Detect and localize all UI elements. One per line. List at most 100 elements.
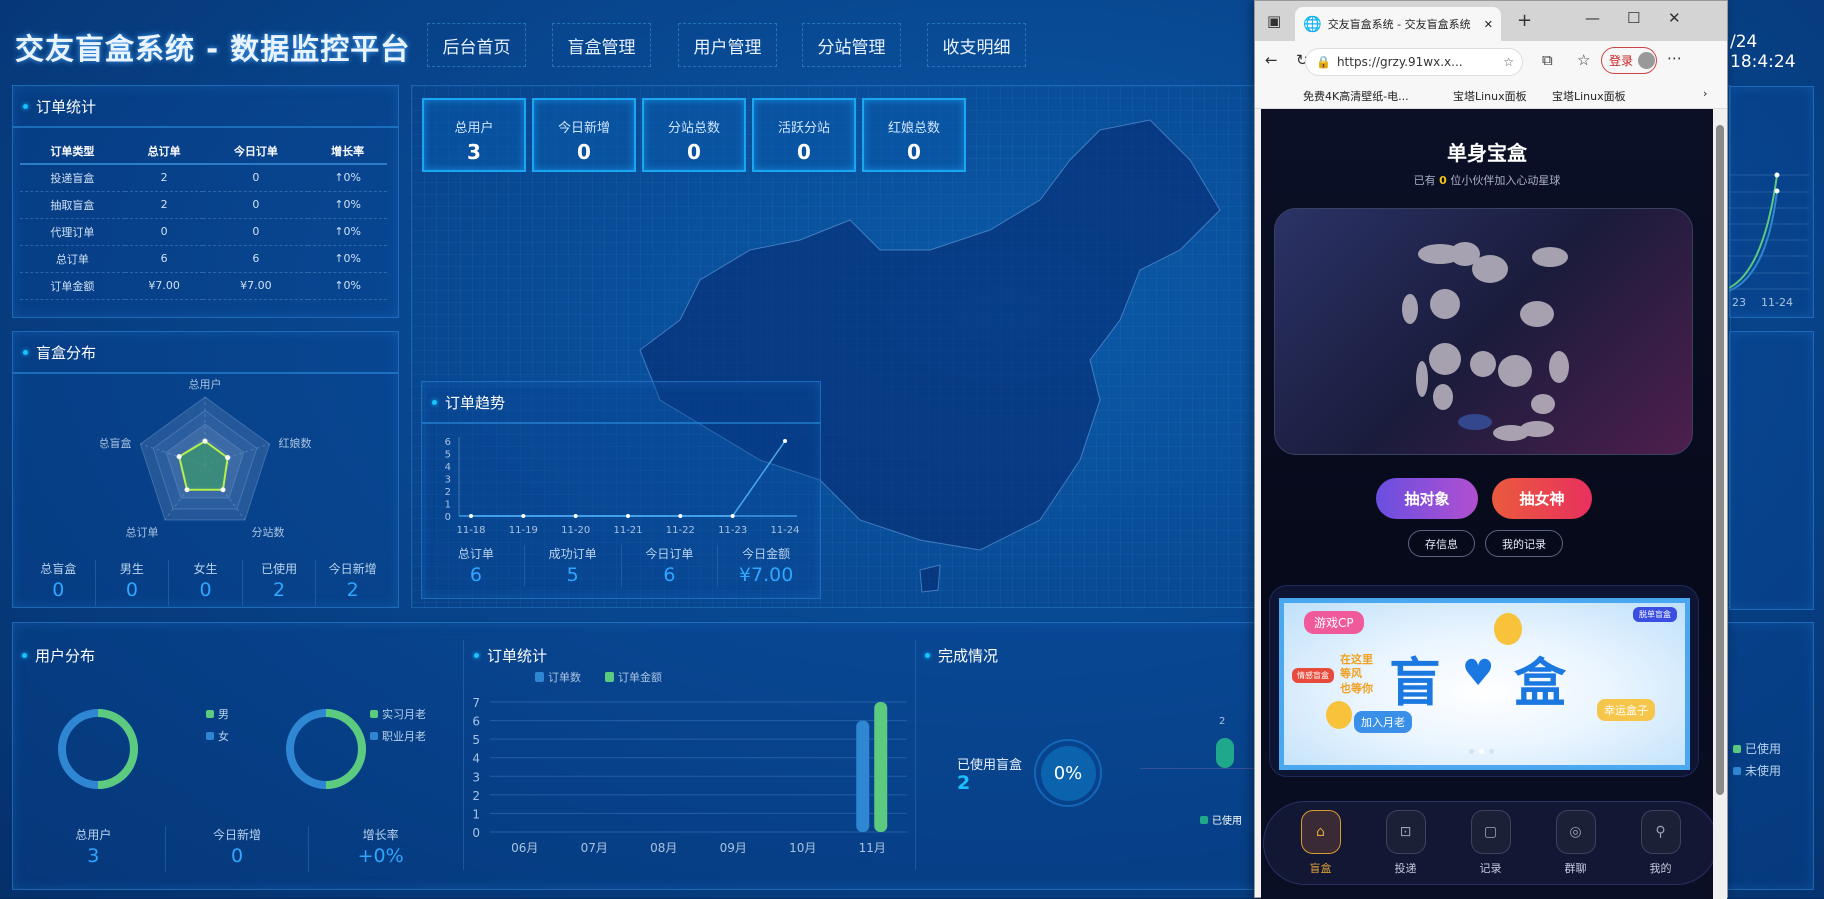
send-icon: ⊡: [1385, 810, 1426, 854]
card-label: 今日新增: [557, 121, 610, 136]
cell: 6: [203, 245, 309, 273]
card-label: 总用户: [454, 121, 494, 136]
draw-partner-button[interactable]: 抽对象: [1376, 478, 1478, 519]
nav-user-management[interactable]: 用户管理: [678, 23, 777, 67]
favorite-icon[interactable]: ☆: [1503, 55, 1514, 69]
stat-female: 女生 0: [193, 562, 218, 601]
home-icon: ⌂: [1300, 810, 1341, 854]
y-tick: 4: [472, 752, 480, 766]
favorites-icon[interactable]: ☆: [1577, 51, 1591, 69]
radar-label: 红娘数: [279, 436, 312, 450]
gender-donut: [58, 709, 138, 789]
bookmark-item[interactable]: 免费4K高清壁纸-电...: [1303, 90, 1409, 103]
order-stats-table: 订单类型 总订单 今日订单 增长率 投递盲盒 2 0 ↑0% 抽取盲盒 2 0 ↑0% 代理订单 0…: [20, 138, 387, 300]
y-tick: 3: [472, 770, 480, 784]
toolbar: ← ↻ 🔒 https://grzy.91wx.x... ☆ ⧉ ☆ 登录 ⋯: [1255, 41, 1727, 83]
radar-point: [202, 438, 208, 444]
login-button[interactable]: 登录: [1601, 47, 1657, 74]
globe-icon: 🌐: [1303, 15, 1322, 33]
banner-tag: 幸运盒子: [1597, 699, 1655, 721]
maximize-icon[interactable]: ☐: [1627, 9, 1641, 27]
y-tick: 6: [472, 715, 480, 729]
stat-new-users: 今日新增 0: [213, 828, 262, 867]
nav-finance[interactable]: 收支明细: [927, 23, 1026, 67]
tab-title: 交友盲盒系统 - 交友盲盒系统: [1327, 18, 1471, 31]
y-tick: 0: [472, 826, 480, 840]
cell: ↑0%: [308, 245, 387, 273]
avatar-sphere-card[interactable]: [1274, 208, 1693, 455]
more-icon[interactable]: ⋯: [1667, 49, 1682, 67]
bookmarks-bar: 免费4K高清壁纸-电... 宝塔Linux面板 宝塔Linux面板 ›: [1255, 83, 1727, 109]
data-point: [730, 514, 735, 518]
bar-label: 2: [1219, 716, 1226, 727]
divider: [463, 640, 464, 870]
x-tick: 11-24: [770, 525, 799, 536]
close-tab-icon[interactable]: ✕: [1483, 17, 1493, 31]
user-dist-title: 用户分布: [22, 645, 95, 666]
radar-data-area: [177, 440, 229, 491]
nav-deliver[interactable]: ⊡ 投递: [1376, 810, 1436, 876]
card-label: 活跃分站: [777, 121, 830, 136]
order-bar-chart: 订单数 订单金额 0 1 2 3 4 5 6 7 06月 07月 08月 09月 10月 11月: [472, 670, 907, 855]
data-point: [469, 514, 473, 518]
nav-box-management[interactable]: 盲盒管理: [552, 23, 651, 67]
address-bar[interactable]: 🔒 https://grzy.91wx.x... ☆: [1305, 48, 1523, 76]
y-tick: 1: [445, 500, 451, 511]
y-tick: 2: [445, 487, 451, 498]
carousel-dots[interactable]: [1469, 749, 1494, 754]
card-label: 红娘总数: [887, 121, 940, 136]
divider: [915, 640, 916, 870]
legend-pro: 职业月老: [370, 728, 426, 744]
bookmark-item[interactable]: 宝塔Linux面板: [1552, 90, 1626, 103]
legend-swatch: [605, 672, 614, 682]
banner-text: 盒: [1514, 654, 1567, 714]
card-value: 0: [577, 140, 591, 164]
y-tick: 2: [472, 789, 480, 803]
cell: 总订单: [20, 245, 125, 273]
bookmark-item[interactable]: 宝塔Linux面板: [1453, 90, 1527, 103]
scrollbar[interactable]: [1713, 109, 1727, 899]
stat-today-new: 今日新增 2: [328, 562, 377, 601]
cell: 抽取盲盒: [20, 191, 125, 219]
back-icon[interactable]: ←: [1265, 51, 1278, 69]
cell: 2: [124, 191, 204, 219]
nav-blindbox[interactable]: ⌂ 盲盒: [1291, 810, 1351, 876]
extensions-icon[interactable]: ⧉: [1542, 51, 1553, 69]
stat-total-box: 总盲盒 0: [40, 562, 77, 601]
x-tick: 08月: [650, 841, 677, 855]
data-point: [573, 514, 578, 518]
new-tab-icon[interactable]: +: [1517, 10, 1533, 31]
nav-branch-management[interactable]: 分站管理: [802, 23, 901, 67]
avatar: [1638, 52, 1656, 69]
web-page: 单身宝盒 已有 0 位小伙伴加入心动星球 抽对象 抽女神 存信息 我的记录 游戏…: [1261, 109, 1713, 899]
nav-home[interactable]: 后台首页: [427, 23, 526, 67]
cell: ¥7.00: [203, 272, 309, 300]
save-info-button[interactable]: 存信息: [1408, 530, 1475, 557]
legend-intern: 实习月老: [370, 706, 426, 722]
close-window-icon[interactable]: ✕: [1668, 9, 1681, 27]
completion-percent: 0%: [1040, 745, 1096, 801]
right-line-chart: 23 11-24: [1729, 172, 1809, 309]
card-value: 0: [907, 140, 921, 164]
x-tick: 11-24: [1761, 296, 1793, 309]
cell: 投递盲盒: [20, 164, 125, 192]
minimize-icon[interactable]: —: [1585, 9, 1600, 27]
nav-group-chat[interactable]: ◎ 群聊: [1546, 810, 1606, 876]
banner-tag: 脱单盲盒: [1633, 607, 1677, 622]
bottom-nav: ⌂ 盲盒 ⊡ 投递 ▢ 记录 ◎ 群聊 ⚲ 我的: [1263, 801, 1713, 885]
chevron-right-icon[interactable]: ›: [1703, 87, 1708, 100]
banner-carousel[interactable]: 游戏CP 情感盲盒 脱单盲盒 加入月老 幸运盒子 在这里 等风 也等你 盲 ♥ …: [1279, 598, 1690, 770]
card-value: 0: [797, 140, 811, 164]
sidebar-toggle-icon[interactable]: ▣: [1267, 12, 1282, 30]
nav-mine[interactable]: ⚲ 我的: [1631, 810, 1691, 876]
nav-records[interactable]: ▢ 记录: [1461, 810, 1521, 876]
my-records-button[interactable]: 我的记录: [1485, 530, 1563, 557]
table-row: 代理订单 0 0 ↑0%: [20, 218, 387, 246]
cell: ↑0%: [308, 218, 387, 246]
draw-goddess-button[interactable]: 抽女神: [1492, 478, 1592, 519]
cell: 代理订单: [20, 218, 125, 246]
browser-tab[interactable]: 🌐 交友盲盒系统 - 交友盲盒系统 ✕: [1295, 7, 1501, 41]
app-subtitle: 已有 0 位小伙伴加入心动星球: [1413, 174, 1561, 187]
cell: 0: [203, 164, 309, 192]
legend-unused-right: 未使用: [1733, 762, 1781, 779]
